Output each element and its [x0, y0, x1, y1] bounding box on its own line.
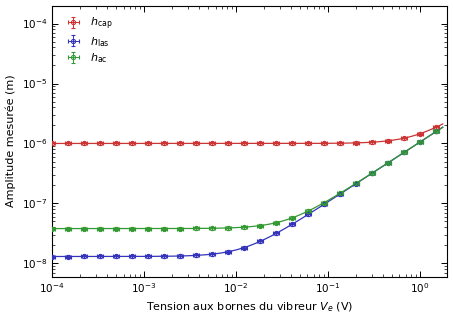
Legend: $h_\mathrm{cap}$, $h_\mathrm{las}$, $h_\mathrm{ac}$: $h_\mathrm{cap}$, $h_\mathrm{las}$, $h_\…: [58, 11, 117, 69]
Y-axis label: Amplitude mesurée (m): Amplitude mesurée (m): [5, 75, 16, 207]
X-axis label: Tension aux bornes du vibreur $V_e$ (V): Tension aux bornes du vibreur $V_e$ (V): [146, 301, 353, 315]
